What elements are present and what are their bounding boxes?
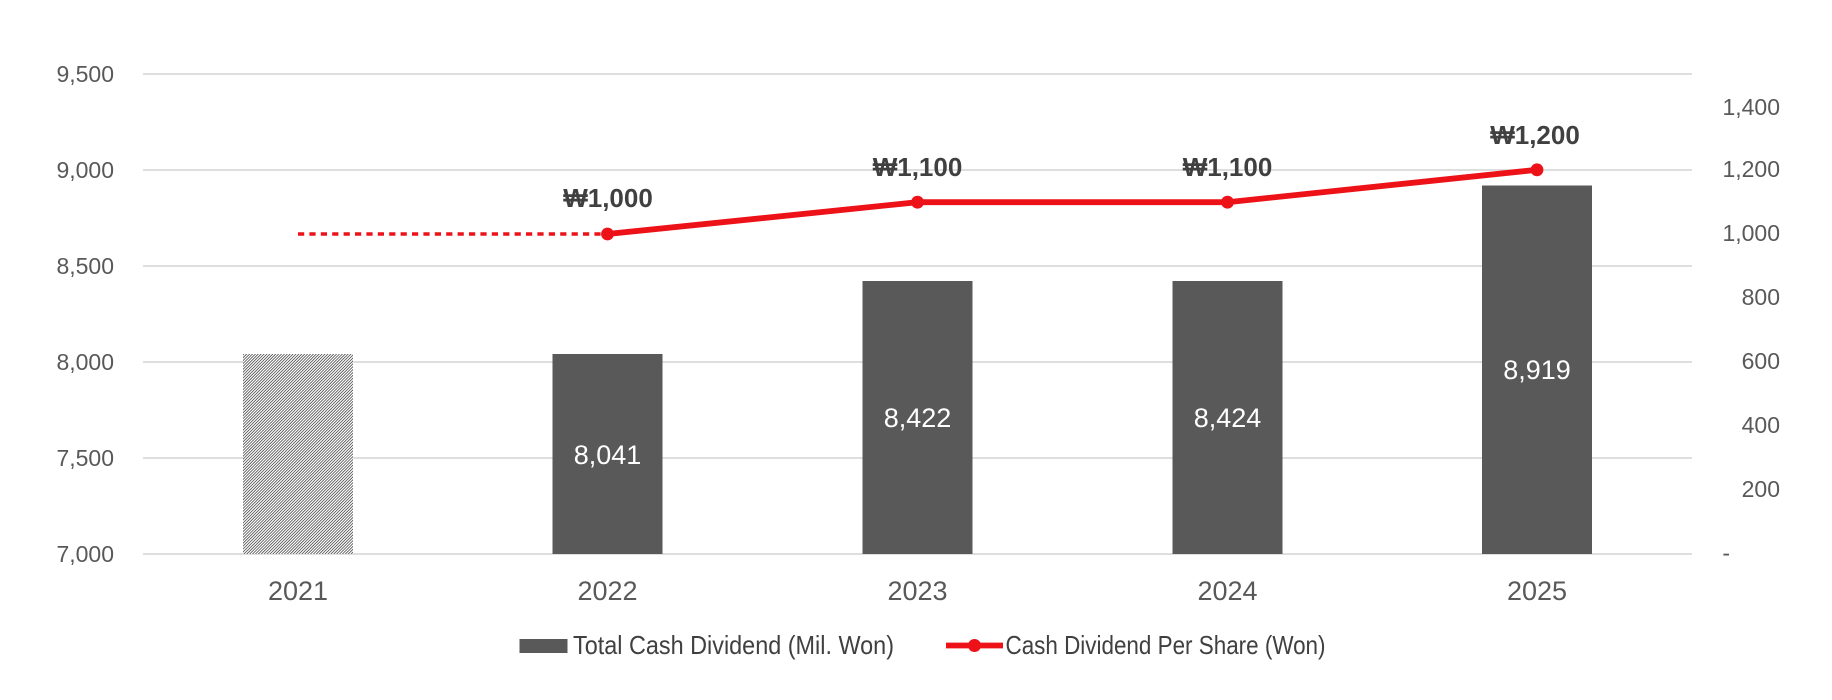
svg-text:800: 800 [1742,284,1780,310]
svg-text:7,500: 7,500 [56,445,114,471]
svg-text:Total Cash Dividend (Mil. Won): Total Cash Dividend (Mil. Won) [573,630,894,660]
svg-text:2021: 2021 [268,576,328,606]
svg-text:8,000: 8,000 [56,349,114,375]
svg-text:200: 200 [1742,476,1780,502]
svg-text:8,041: 8,041 [574,440,642,470]
svg-text:9,500: 9,500 [56,61,114,87]
svg-text:₩1,100: ₩1,100 [873,152,963,182]
svg-text:1,400: 1,400 [1722,94,1780,120]
svg-text:2024: 2024 [1197,576,1257,606]
svg-text:8,422: 8,422 [884,403,952,433]
svg-text:-: - [1722,540,1730,566]
svg-text:1,000: 1,000 [1722,220,1780,246]
svg-text:8,424: 8,424 [1194,403,1262,433]
svg-text:₩1,000: ₩1,000 [563,183,653,213]
svg-text:1,200: 1,200 [1722,156,1780,182]
svg-text:2025: 2025 [1507,576,1567,606]
svg-text:Cash Dividend Per Share (Won): Cash Dividend Per Share (Won) [1006,630,1326,660]
svg-text:7,000: 7,000 [56,541,114,567]
svg-text:9,000: 9,000 [56,157,114,183]
svg-text:2023: 2023 [887,576,947,606]
svg-text:2022: 2022 [577,576,637,606]
svg-text:₩1,100: ₩1,100 [1183,152,1273,182]
svg-text:8,500: 8,500 [56,253,114,279]
svg-text:8,919: 8,919 [1503,355,1571,385]
svg-text:₩1,200: ₩1,200 [1490,120,1580,150]
svg-text:400: 400 [1742,412,1780,438]
svg-text:600: 600 [1742,348,1780,374]
